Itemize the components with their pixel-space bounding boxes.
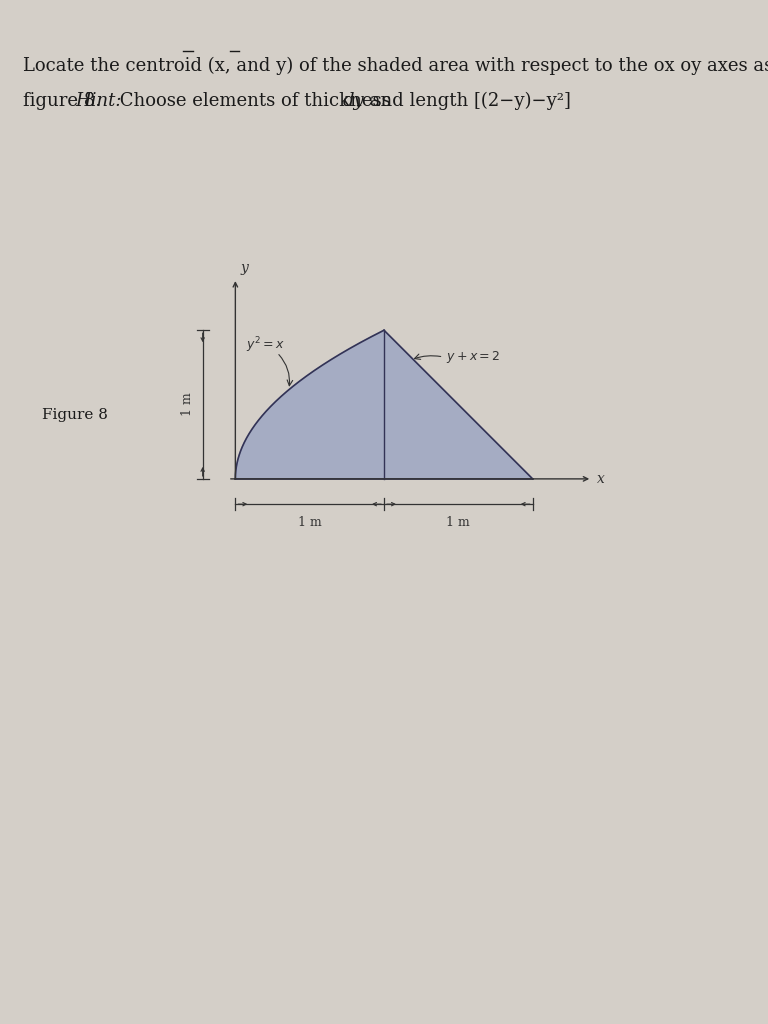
Text: figure 8.: figure 8.	[23, 92, 107, 111]
Text: x: x	[597, 472, 604, 485]
Text: Locate the centroid (x, and y) of the shaded area with respect to the ox oy axes: Locate the centroid (x, and y) of the sh…	[23, 56, 768, 75]
Text: $y^2=x$: $y^2=x$	[246, 335, 285, 355]
Text: and length [(2−y)−y²]: and length [(2−y)−y²]	[364, 92, 571, 111]
Text: dy: dy	[343, 92, 364, 111]
Text: 1 m: 1 m	[446, 516, 470, 529]
Text: Figure 8: Figure 8	[42, 408, 108, 422]
Text: Choose elements of thickness: Choose elements of thickness	[114, 92, 396, 111]
Text: 1 m: 1 m	[181, 392, 194, 417]
Text: y: y	[240, 261, 248, 275]
Polygon shape	[235, 330, 533, 479]
Text: Hint:: Hint:	[75, 92, 122, 111]
Text: 1 m: 1 m	[298, 516, 322, 529]
Text: $y+x=2$: $y+x=2$	[446, 349, 501, 365]
